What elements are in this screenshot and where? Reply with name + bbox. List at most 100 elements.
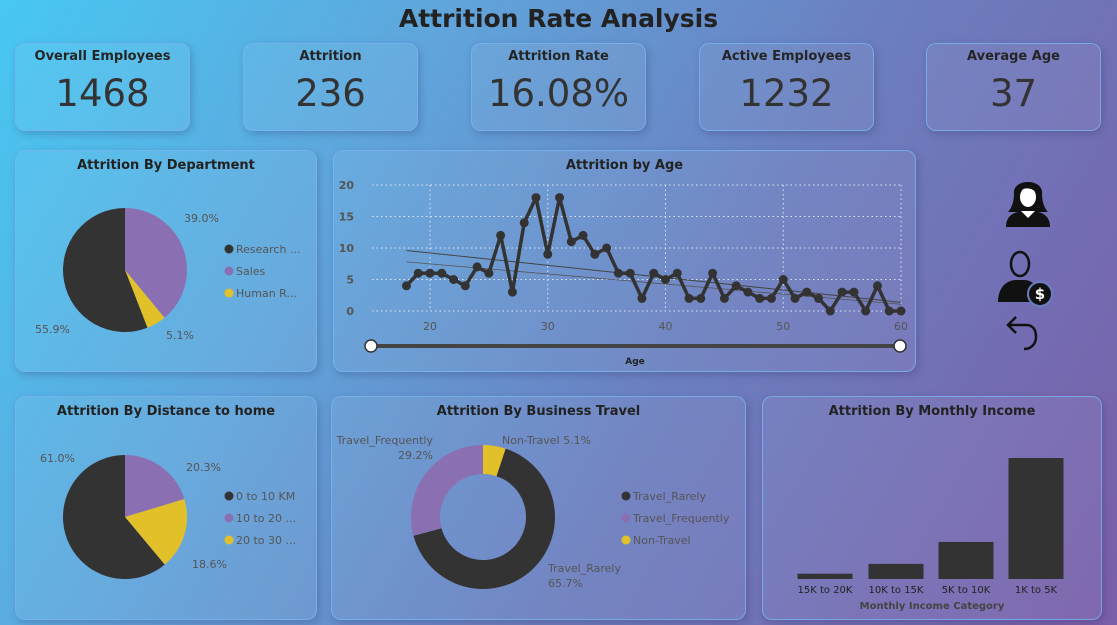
pie-slice[interactable]	[62, 455, 165, 579]
income-bar[interactable]	[1008, 458, 1064, 579]
data-point[interactable]	[719, 293, 729, 303]
undo-icon[interactable]	[1006, 316, 1038, 351]
pie-slice[interactable]	[125, 208, 187, 318]
kpi-label: Attrition	[299, 49, 362, 64]
data-point[interactable]	[825, 306, 835, 316]
x-tick-label: 5K to 10K	[942, 585, 991, 596]
pie-slice[interactable]	[125, 499, 187, 565]
kpi-overall-employees: Overall Employees 1468	[15, 43, 190, 131]
income-bar[interactable]	[938, 541, 994, 579]
data-point[interactable]	[884, 306, 894, 316]
data-point[interactable]	[602, 243, 612, 253]
data-point[interactable]	[849, 287, 859, 297]
data-point[interactable]	[555, 193, 565, 203]
kpi-attrition: Attrition 236	[243, 43, 418, 131]
data-point[interactable]	[837, 287, 847, 297]
data-point[interactable]	[460, 281, 470, 291]
data-point[interactable]	[507, 287, 517, 297]
data-point[interactable]	[637, 293, 647, 303]
x-tick-label: 10K to 15K	[869, 585, 924, 596]
legend-label[interactable]: Travel_Rarely	[632, 490, 706, 503]
x-tick-label: 30	[541, 320, 555, 333]
pie-slice[interactable]	[125, 454, 185, 517]
data-point[interactable]	[696, 293, 706, 303]
data-point[interactable]	[625, 268, 635, 278]
income-bar[interactable]	[868, 563, 924, 579]
data-point[interactable]	[496, 230, 506, 240]
legend-label[interactable]: Research ...	[236, 243, 300, 256]
legend-label[interactable]: Non-Travel	[633, 534, 691, 547]
data-point[interactable]	[472, 262, 482, 272]
legend-label[interactable]: 10 to 20 ...	[236, 512, 296, 525]
data-point[interactable]	[755, 293, 765, 303]
data-point[interactable]	[872, 281, 882, 291]
user-dollar-icon[interactable]: $	[998, 250, 1053, 307]
data-point[interactable]	[590, 249, 600, 259]
kpi-label: Average Age	[967, 49, 1060, 64]
data-point[interactable]	[413, 268, 423, 278]
pie-slice[interactable]	[413, 448, 555, 589]
x-tick-label: 1K to 5K	[1015, 585, 1058, 596]
y-tick-label: 20	[339, 179, 355, 192]
legend-label[interactable]: Sales	[236, 265, 266, 278]
data-point[interactable]	[766, 293, 776, 303]
data-point[interactable]	[649, 268, 659, 278]
pie-slice[interactable]	[411, 445, 483, 536]
data-point[interactable]	[708, 268, 718, 278]
data-point[interactable]	[578, 230, 588, 240]
legend-label[interactable]: 0 to 10 KM	[236, 490, 295, 503]
kpi-average-age: Average Age 37	[926, 43, 1101, 131]
data-point[interactable]	[814, 293, 824, 303]
chart-title: Attrition By Department	[77, 158, 255, 173]
data-point[interactable]	[684, 293, 694, 303]
data-point[interactable]	[543, 249, 553, 259]
legend-label[interactable]: Travel_Frequently	[632, 512, 730, 525]
legend-label[interactable]: Human R...	[236, 287, 297, 300]
female-user-icon[interactable]	[1006, 182, 1050, 227]
data-point[interactable]	[861, 306, 871, 316]
x-tick-label: 40	[659, 320, 673, 333]
data-point[interactable]	[896, 306, 906, 316]
data-point[interactable]	[449, 275, 459, 284]
svg-text:$: $	[1035, 285, 1045, 303]
kpi-attrition-rate: Attrition Rate 16.08%	[471, 43, 646, 131]
pie-slice[interactable]	[483, 445, 506, 477]
x-tick-label: 60	[894, 320, 908, 333]
data-point[interactable]	[731, 281, 741, 291]
data-point[interactable]	[778, 275, 788, 284]
kpi-value: 1232	[739, 72, 834, 115]
slider-handle-min[interactable]	[364, 339, 378, 353]
legend-label[interactable]: 20 to 30 ...	[236, 534, 296, 547]
data-point[interactable]	[613, 268, 623, 278]
pie-slice[interactable]	[125, 270, 165, 328]
data-point[interactable]	[743, 287, 753, 297]
data-point[interactable]	[531, 193, 541, 203]
data-point[interactable]	[401, 281, 411, 291]
data-point[interactable]	[566, 237, 576, 247]
data-point[interactable]	[661, 275, 670, 284]
data-point[interactable]	[437, 268, 447, 278]
slice-label: Travel_Frequently	[336, 434, 434, 447]
x-tick-label: 50	[776, 320, 790, 333]
data-point[interactable]	[672, 268, 682, 278]
slice-label: 20.3%	[186, 461, 221, 474]
pie-slice[interactable]	[63, 208, 148, 332]
legend-marker	[621, 535, 631, 545]
data-point[interactable]	[802, 287, 812, 297]
age-chart-card: Attrition by Age	[333, 150, 916, 372]
data-point[interactable]	[519, 218, 529, 228]
data-point[interactable]	[790, 293, 800, 303]
data-point[interactable]	[484, 268, 494, 278]
legend-marker	[621, 513, 631, 523]
data-point[interactable]	[425, 268, 435, 278]
slider-handle-max[interactable]	[893, 339, 907, 353]
income-bar[interactable]	[797, 573, 853, 579]
slice-label: 18.6%	[192, 558, 227, 571]
kpi-label: Attrition Rate	[508, 49, 609, 64]
kpi-active-employees: Active Employees 1232	[699, 43, 874, 131]
kpi-label: Overall Employees	[34, 49, 171, 64]
slice-label: 65.7%	[548, 577, 583, 590]
chart-title: Attrition By Distance to home	[56, 404, 276, 419]
kpi-label: Active Employees	[721, 49, 852, 64]
